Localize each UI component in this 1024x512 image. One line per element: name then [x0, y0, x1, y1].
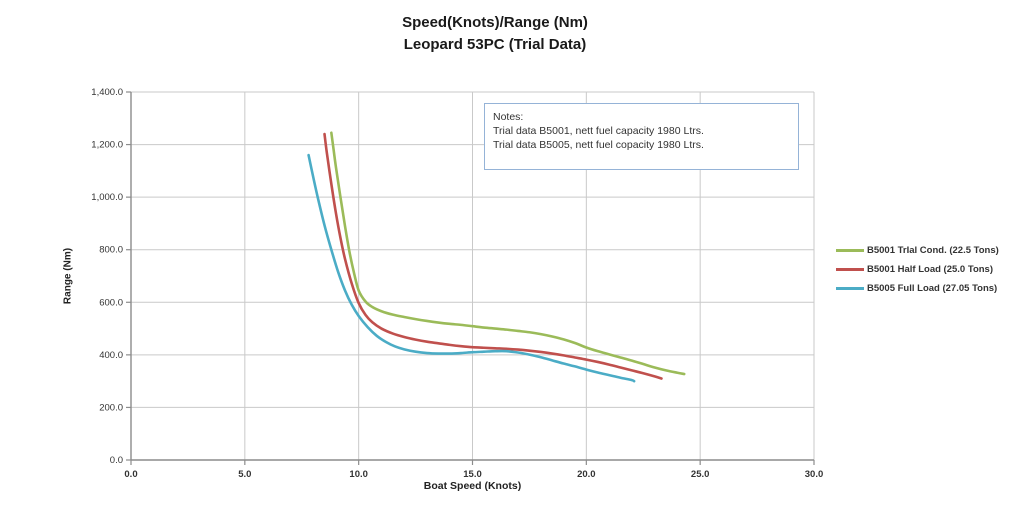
series-line-0 [330, 131, 686, 376]
y-tick-label: 1,400.0 [91, 87, 123, 98]
x-tick-label: 25.0 [691, 469, 710, 480]
chart-title-line1: Speed(Knots)/Range (Nm) [402, 14, 588, 31]
notes-heading: Notes: [493, 111, 524, 123]
y-tick-label: 200.0 [99, 402, 123, 413]
legend-label: B5005 Full Load (27.05 Tons) [867, 283, 998, 294]
x-tick-label: 10.0 [349, 469, 368, 480]
y-tick-label: 1,200.0 [91, 140, 123, 151]
x-tick-label: 30.0 [805, 469, 824, 480]
legend-item: B5001 Half Load (25.0 Tons) [836, 260, 999, 279]
x-tick-label: 15.0 [463, 469, 482, 480]
series-line-2 [307, 153, 636, 383]
legend-item: B5005 Full Load (27.05 Tons) [836, 279, 999, 298]
legend: B5001 TrIal Cond. (22.5 Tons) B5001 Half … [836, 241, 999, 298]
y-tick-label: 600.0 [99, 297, 123, 308]
legend-label: B5001 TrIal Cond. (22.5 Tons) [867, 245, 999, 256]
legend-marker-line [836, 268, 864, 271]
y-tick-label: 1,000.0 [91, 192, 123, 203]
notes-box: Notes: Trial data B5001, nett fuel capac… [484, 103, 799, 170]
y-tick-label: 400.0 [99, 350, 123, 361]
legend-label: B5001 Half Load (25.0 Tons) [867, 264, 993, 275]
chart-title: Speed(Knots)/Range (Nm) Leopard 53PC (Tr… [195, 12, 795, 56]
legend-item: B5001 TrIal Cond. (22.5 Tons) [836, 241, 999, 260]
y-tick-label: 800.0 [99, 245, 123, 256]
x-tick-label: 0.0 [124, 469, 137, 480]
chart-title-line2: Leopard 53PC (Trial Data) [403, 36, 587, 53]
notes-line: Trial data B5005, nett fuel copacity 198… [493, 139, 704, 151]
x-tick-label: 5.0 [238, 469, 251, 480]
y-tick-label: 0.0 [110, 455, 123, 466]
x-axis-title: Boat Speed (Knots) [423, 480, 522, 492]
notes-line: Trial data B5001, nett fuel capacity 198… [493, 125, 704, 137]
legend-marker-line [836, 287, 864, 290]
series-line-1 [323, 132, 663, 380]
x-tick-label: 20.0 [577, 469, 596, 480]
y-axis-title: Range (Nm) [62, 247, 74, 305]
legend-marker-line [836, 249, 864, 252]
